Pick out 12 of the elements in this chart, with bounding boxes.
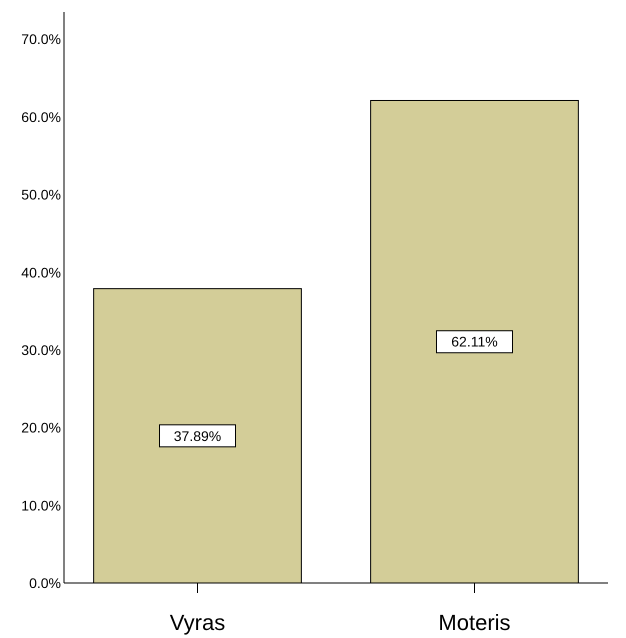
x-tick-label: Moteris bbox=[438, 610, 511, 635]
y-tick-label: 40.0% bbox=[21, 264, 61, 280]
data-label: 62.11% bbox=[451, 334, 498, 350]
y-tick-label: 0.0% bbox=[29, 575, 61, 591]
y-tick-label: 60.0% bbox=[21, 108, 61, 125]
y-tick-label: 20.0% bbox=[21, 420, 61, 436]
y-tick-label: 10.0% bbox=[21, 497, 61, 514]
y-tick-label: 30.0% bbox=[21, 342, 61, 358]
data-label: 37.89% bbox=[174, 428, 222, 444]
y-tick-label: 50.0% bbox=[21, 186, 61, 203]
y-tick-label: 70.0% bbox=[21, 31, 61, 48]
x-tick-label: Vyras bbox=[170, 610, 226, 635]
